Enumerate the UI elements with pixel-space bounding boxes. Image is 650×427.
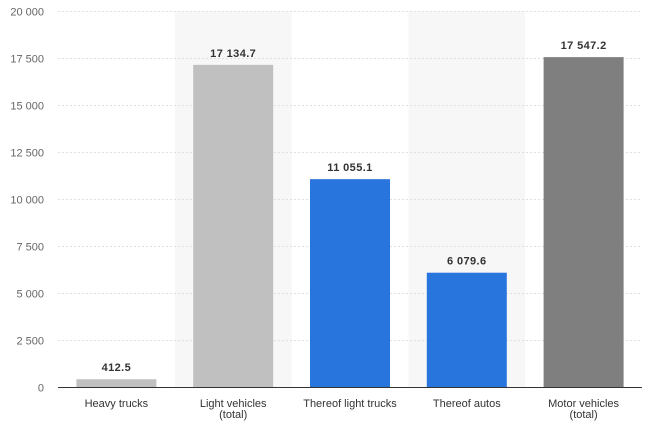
- x-tick-label: (total): [570, 409, 598, 421]
- data-label: 412.5: [102, 362, 132, 374]
- bar: [76, 379, 157, 387]
- y-tick-label: 5 000: [16, 289, 44, 301]
- x-tick-label: Motor vehicles: [548, 398, 619, 410]
- y-tick-label: 2 500: [16, 336, 44, 348]
- y-tick-label: 7 500: [16, 242, 44, 254]
- y-tick-label: 0: [38, 383, 44, 395]
- y-tick-label: 20 000: [10, 7, 44, 19]
- data-label: 6 079.6: [447, 256, 487, 268]
- x-tick-label: Thereof light trucks: [303, 398, 397, 410]
- bar: [426, 272, 507, 387]
- bar: [310, 179, 390, 387]
- y-tick-label: 10 000: [10, 195, 44, 207]
- x-tick-label: Heavy trucks: [85, 398, 149, 410]
- data-label: 17 547.2: [561, 40, 607, 52]
- y-tick-label: 15 000: [10, 101, 44, 113]
- x-tick-label: Light vehicles: [200, 398, 267, 410]
- y-tick-label: 12 500: [10, 148, 44, 160]
- data-label: 11 055.1: [327, 162, 372, 174]
- bars: [76, 57, 624, 387]
- bar: [543, 57, 624, 387]
- y-tick-label: 17 500: [10, 54, 44, 66]
- data-labels: 412.5 17 134.7 11 055.1 6 079.6 17 547.2: [102, 40, 607, 374]
- x-tick-label: Thereof autos: [433, 398, 501, 410]
- data-label: 17 134.7: [210, 48, 256, 60]
- x-axis: Heavy trucks Light vehicles(total)Thereof…: [58, 387, 642, 421]
- bar: [193, 64, 274, 387]
- y-axis: 0 2 500 5 000 7 500 10 000 12 500 15 000 17 500…: [10, 7, 44, 395]
- x-tick-label: (total): [219, 409, 247, 421]
